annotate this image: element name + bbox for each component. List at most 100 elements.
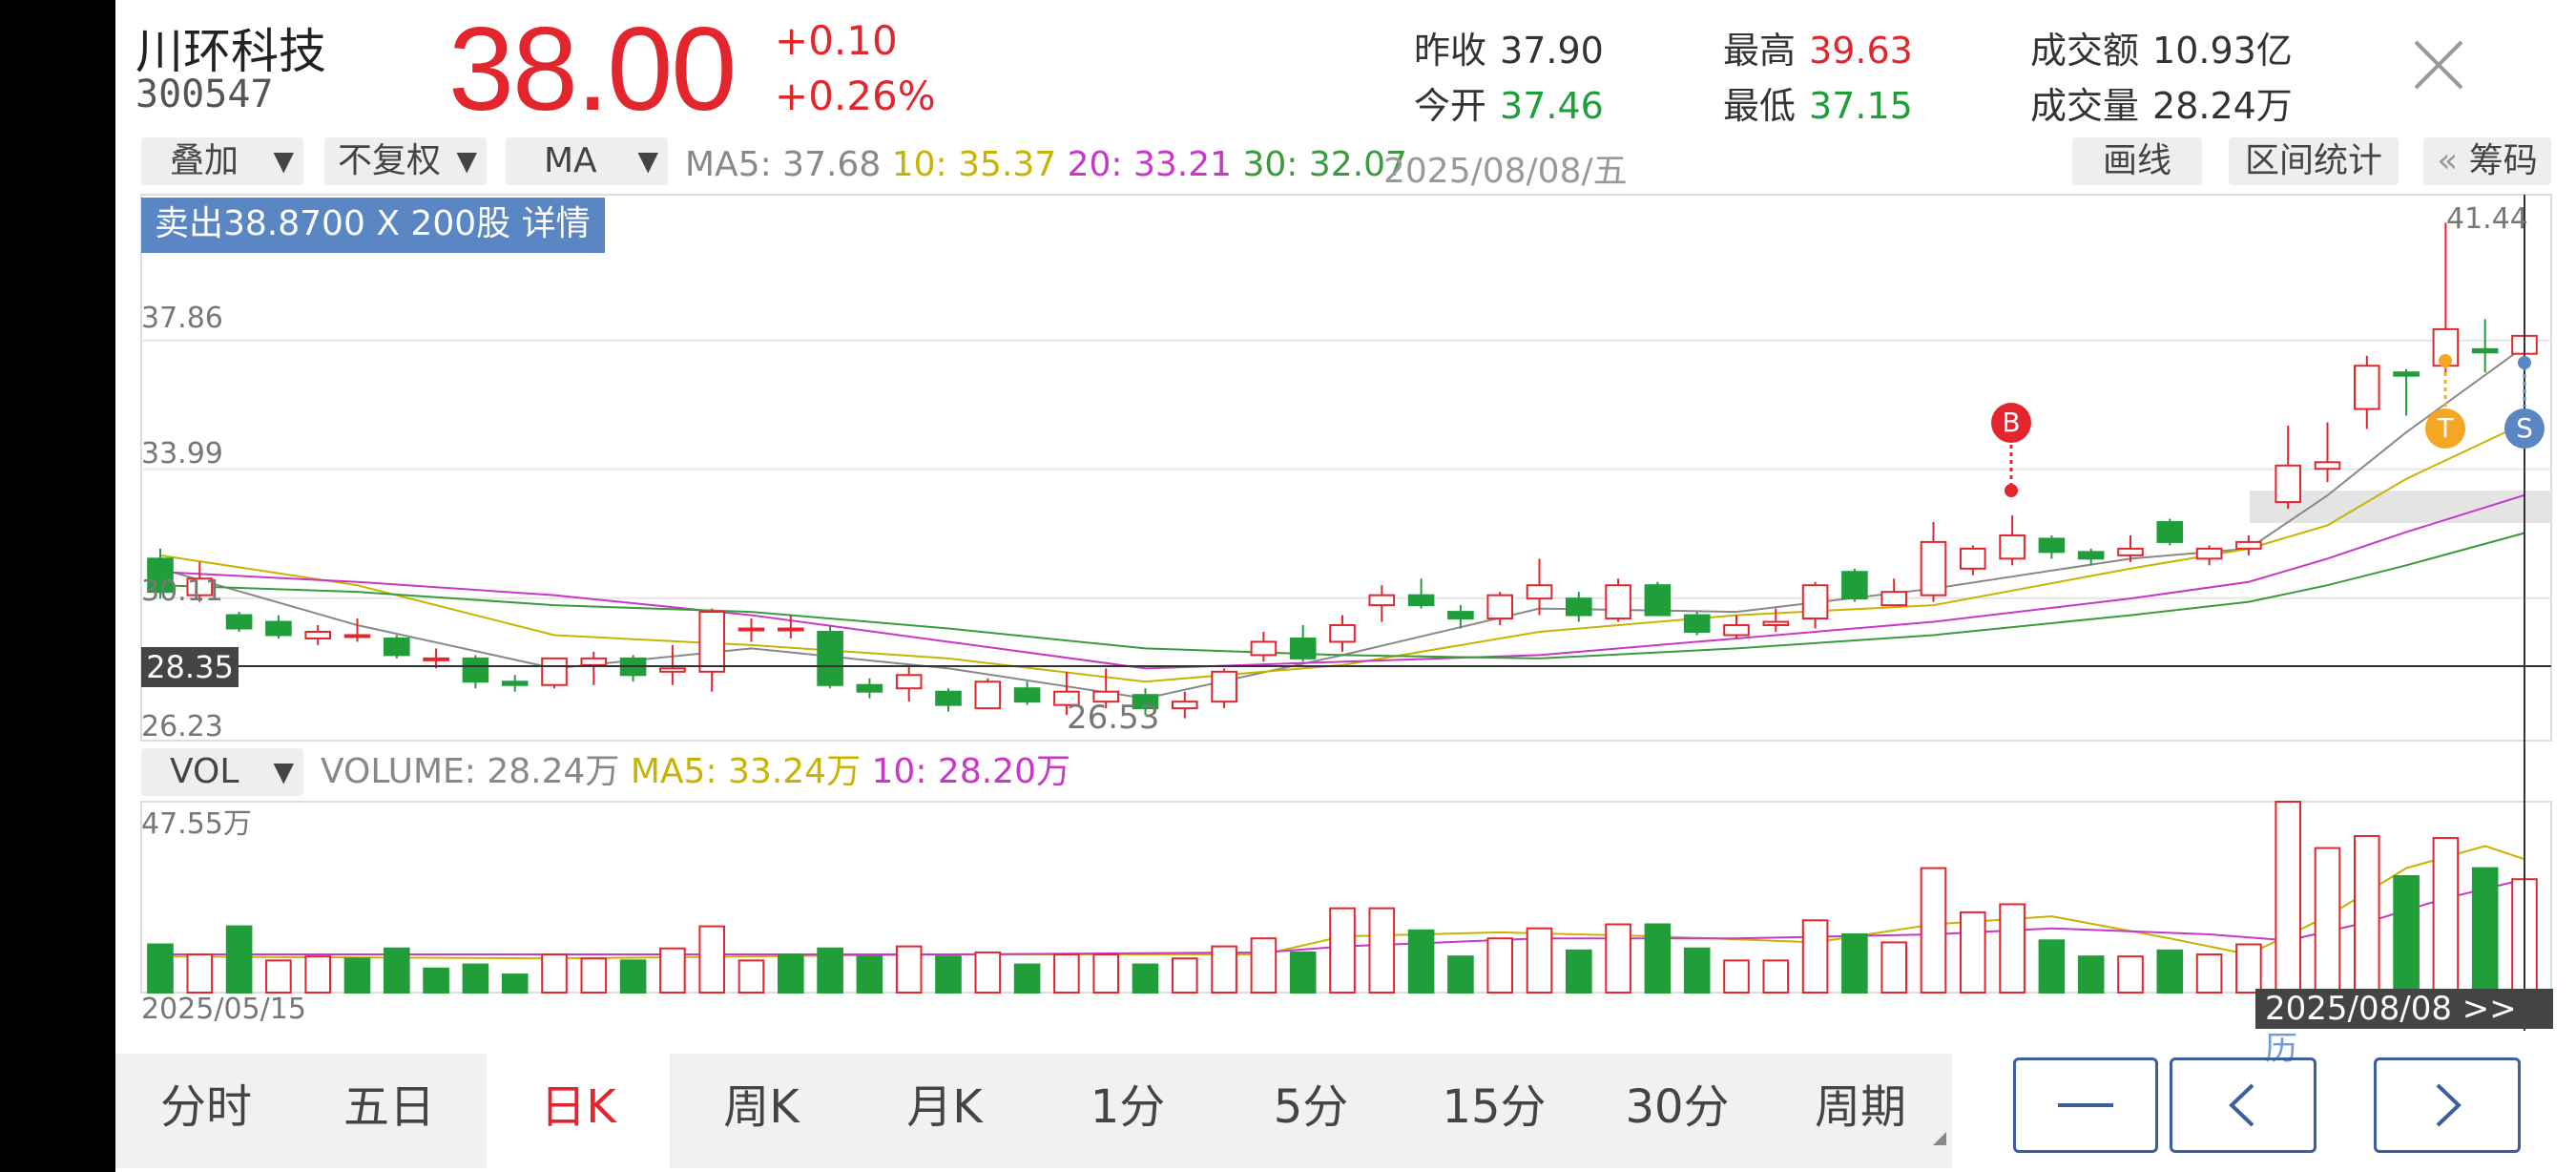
axis-label: 26.23: [141, 710, 223, 743]
ma20-line: [159, 493, 2525, 670]
end-date-label[interactable]: 2025/08/08 >> 历: [2255, 989, 2553, 1068]
tab-1min[interactable]: 1分: [1090, 1080, 1166, 1134]
volume-bar-up: [1801, 919, 1829, 994]
volume-bar-down: [2156, 949, 2184, 994]
candle-up: [304, 630, 332, 639]
volume-bar-up: [1250, 937, 1278, 994]
buy-marker-icon[interactable]: B: [1991, 403, 2031, 443]
volume-bar-up: [1329, 907, 1356, 994]
chart-grid: [140, 194, 2552, 742]
volume-bar-up: [1211, 945, 1237, 994]
volume-bar-down: [1132, 963, 1159, 994]
volume-bar-up: [1171, 957, 1198, 994]
volume-bar-up: [2195, 953, 2223, 994]
price-change: +0.10: [775, 17, 898, 64]
stat-label: 最低: [1723, 85, 1797, 127]
candle-up: [1999, 534, 2025, 560]
scroll-left-button[interactable]: [2170, 1057, 2316, 1153]
volume-bar-up: [1920, 867, 1947, 994]
volume-bar-up: [2432, 837, 2460, 994]
tab-weekly-k[interactable]: 周K: [723, 1080, 800, 1134]
tab-30min[interactable]: 30分: [1625, 1080, 1730, 1134]
adjust-dropdown[interactable]: 不复权 ▼: [324, 137, 487, 185]
minus-icon: [2058, 1103, 2113, 1107]
candle-up: [1723, 624, 1750, 637]
candle-up: [423, 657, 449, 661]
volume-bar-down: [619, 959, 647, 994]
volume-bar-up: [2117, 955, 2144, 994]
candle-up: [1486, 594, 1514, 620]
indicator-dropdown[interactable]: MA ▼: [506, 137, 668, 185]
candle-down: [1841, 571, 1868, 600]
range-stats-button[interactable]: 区间统计: [2229, 137, 2399, 185]
volume-bar-down: [2393, 875, 2420, 994]
candle-up: [659, 667, 686, 673]
candle-down: [817, 630, 843, 686]
left-black-border: [0, 0, 115, 1172]
tab-monthly-k[interactable]: 月K: [906, 1080, 983, 1134]
volume-bar-up: [1762, 959, 1790, 994]
end-date: 2025/08/08: [2265, 990, 2452, 1028]
volume-bar-up: [580, 957, 608, 994]
candle-up: [974, 680, 1002, 710]
candle-down: [856, 683, 883, 693]
volume-indicator-label: VOL: [170, 752, 239, 791]
tab-daily-k[interactable]: 日K: [487, 1054, 670, 1168]
tab-intraday[interactable]: 分时: [159, 1080, 252, 1134]
volume-bar-down: [2077, 955, 2105, 994]
ma30-value: 30: 32.07: [1242, 145, 1407, 184]
sell-marker-icon[interactable]: S: [2504, 408, 2545, 449]
chips-button[interactable]: « 筹码: [2423, 137, 2551, 185]
low-price-marker: 26.53: [1067, 699, 1160, 737]
candle-up: [2314, 461, 2341, 471]
tab-period[interactable]: 周期: [1769, 1054, 1952, 1168]
triangle-down-icon: ▼: [637, 145, 658, 177]
sell-order-banner[interactable]: 卖出38.8700 X 200股 详情>: [141, 198, 605, 297]
candle-up: [737, 627, 765, 632]
volume-bar-down: [817, 947, 843, 994]
candle-up: [1801, 584, 1829, 620]
volume-bar-down: [1565, 949, 1592, 994]
ma30-line: [159, 532, 2525, 659]
scroll-right-button[interactable]: [2374, 1057, 2521, 1153]
draw-button[interactable]: 画线: [2072, 137, 2202, 185]
selected-date: 2025/08/08/五: [1383, 152, 1628, 191]
candle-down: [2077, 551, 2105, 560]
volume-bar-down: [935, 955, 962, 994]
candle-down: [1132, 694, 1159, 710]
indicator-label: MA: [544, 141, 597, 180]
candle-down: [1565, 597, 1592, 617]
candle-up: [895, 674, 923, 690]
corner-triangle-icon: [1933, 1132, 1946, 1145]
zoom-out-button[interactable]: [2013, 1057, 2158, 1153]
volume-indicator-dropdown[interactable]: VOL ▼: [141, 748, 303, 796]
candle-up: [1605, 584, 1631, 620]
candle-up: [1959, 547, 1986, 570]
volume-bar-up: [2353, 834, 2380, 994]
volume-bar-up: [1959, 910, 1986, 994]
volume-bar-down: [856, 955, 883, 994]
tab-five-day[interactable]: 五日: [343, 1080, 435, 1134]
volume-bar-up: [1486, 937, 1514, 994]
chevron-left-double-icon: «: [2437, 141, 2459, 180]
candle-down: [1013, 687, 1041, 703]
stat-open: 今开 37.46: [1414, 76, 1604, 129]
stat-label: 昨收: [1414, 30, 1487, 72]
volume-bar-down: [2471, 867, 2499, 994]
volume-bar-down: [462, 963, 489, 994]
volume-bar-down: [777, 953, 804, 994]
stat-label: 成交额: [2030, 30, 2140, 72]
tab-5min[interactable]: 5分: [1273, 1080, 1349, 1134]
tab-15min[interactable]: 15分: [1442, 1080, 1547, 1134]
stat-value: 37.90: [1500, 30, 1604, 72]
overlay-dropdown[interactable]: 叠加 ▼: [141, 137, 303, 185]
candle-up: [698, 611, 726, 673]
candle-up: [1920, 540, 1947, 596]
t-marker-icon[interactable]: T: [2425, 408, 2465, 449]
volume-bar-up: [1053, 953, 1080, 994]
crosshair-price-label: 28.35: [141, 647, 239, 687]
tab-period-label: 周期: [1814, 1080, 1906, 1134]
stock-code: 300547: [135, 73, 274, 116]
price-change-pct: +0.26%: [775, 73, 936, 119]
